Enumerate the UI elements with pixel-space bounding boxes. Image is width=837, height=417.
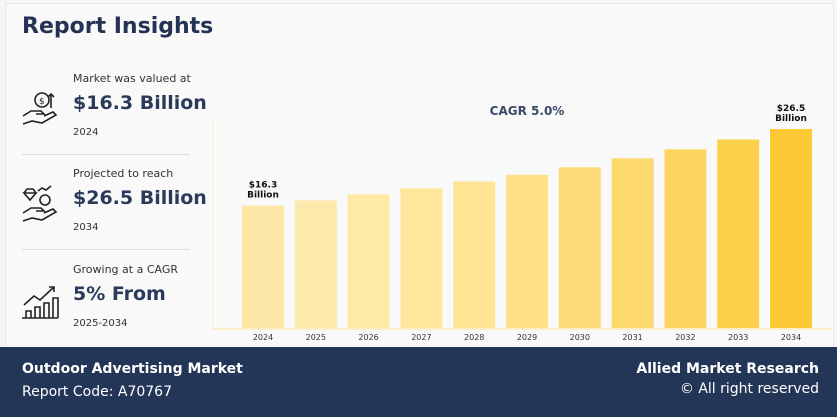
divider: [22, 249, 190, 250]
x-tick-label: 2031: [622, 333, 642, 342]
bar-2031: [611, 158, 654, 328]
bar-2027: [400, 188, 443, 328]
money-hand-icon: $: [22, 92, 58, 125]
x-tick-label: 2026: [358, 333, 378, 342]
data-label: $26.5: [777, 104, 805, 114]
x-tick-label: 2033: [728, 333, 748, 342]
stat-year: 2025-2034: [73, 318, 128, 329]
bar-2024: [242, 205, 284, 328]
svg-text:$: $: [39, 97, 45, 107]
stat-label: Projected to reach: [73, 167, 174, 180]
bar-2029: [506, 174, 548, 328]
data-label: $16.3: [249, 181, 277, 191]
growth-chart-icon: [22, 286, 59, 319]
x-tick-label: 2029: [517, 333, 537, 342]
stat-cagr: Growing at a CAGR 5% From 2025-2034: [20, 263, 192, 353]
stat-market-value: $ Market was valued at $16.3 Billion 202…: [20, 72, 207, 162]
bar-2028: [453, 181, 496, 328]
bar-2025: [294, 200, 337, 328]
data-label: Billion: [247, 191, 279, 201]
stat-value: 5% From: [73, 283, 166, 305]
stat-label: Market was valued at: [73, 72, 191, 85]
x-tick-label: 2025: [306, 333, 326, 342]
x-tick-label: 2027: [411, 333, 431, 342]
bar-2032: [664, 149, 707, 328]
data-label: Billion: [775, 114, 807, 124]
report-code: Report Code: A70767: [22, 384, 172, 400]
x-tick-label: 2034: [781, 333, 801, 342]
x-tick-label: 2024: [253, 333, 273, 342]
stat-year: 2034: [73, 222, 99, 233]
market-name: Outdoor Advertising Market: [22, 361, 243, 377]
bar-2030: [558, 167, 601, 328]
chart-title: CAGR 5.0%: [490, 104, 565, 118]
diamond-hand-icon: [22, 185, 58, 222]
stat-projected-value: Projected to reach $26.5 Billion 2034: [20, 167, 207, 257]
x-tick-label: 2028: [464, 333, 484, 342]
page-title: Report Insights: [22, 14, 214, 39]
stat-year: 2024: [73, 127, 99, 138]
x-tick-label: 2032: [675, 333, 695, 342]
bar-2034: [770, 129, 812, 328]
bar-2033: [717, 139, 760, 328]
stat-value: $26.5 Billion: [73, 187, 207, 209]
divider: [22, 154, 190, 155]
stat-value: $16.3 Billion: [73, 92, 207, 114]
stat-label: Growing at a CAGR: [73, 263, 179, 276]
bar-2026: [347, 194, 390, 328]
x-tick-label: 2030: [570, 333, 590, 342]
brand-name: Allied Market Research: [636, 361, 819, 377]
copyright: © All right reserved: [679, 381, 819, 397]
footer-banner: Outdoor Advertising Market Report Code: …: [0, 347, 837, 417]
